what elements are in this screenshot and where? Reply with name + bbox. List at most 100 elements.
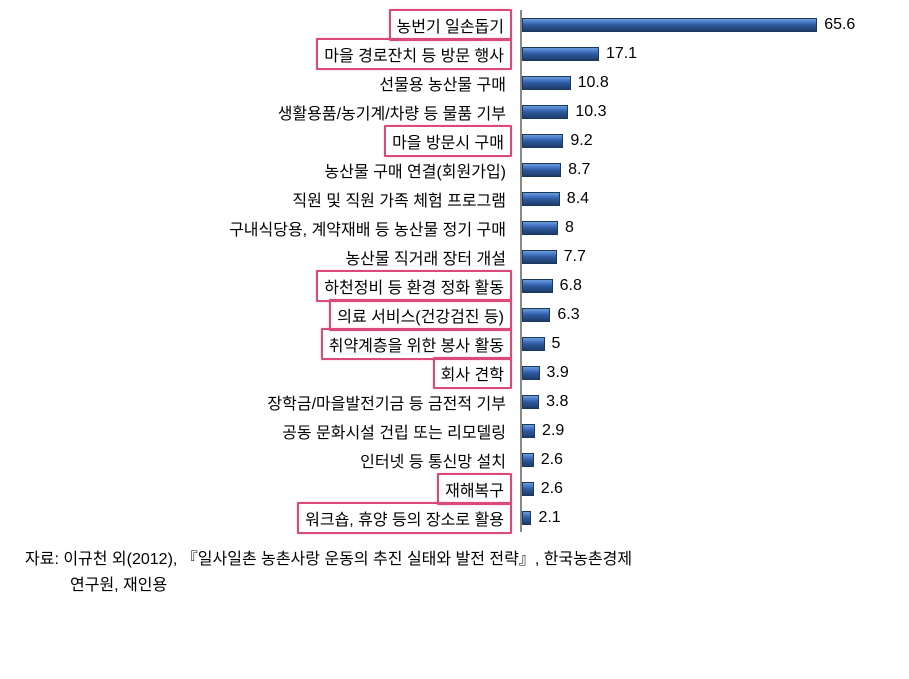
label-area: 직원 및 직원 가족 체험 프로그램: [20, 185, 520, 213]
category-label: 농산물 직거래 장터 개설: [339, 243, 512, 271]
chart-row: 재해복구 2.6: [20, 474, 889, 503]
bar-area: 8.7: [520, 155, 889, 184]
bar: 3.9: [522, 366, 540, 380]
bar: 6.8: [522, 279, 553, 293]
bar-chart: 농번기 일손돕기 65.6 마을 경로잔치 등 방문 행사 17.1 선물용 농산물 구…: [20, 10, 889, 532]
bar-area: 2.1: [520, 503, 889, 532]
bar-value: 10.8: [578, 74, 609, 92]
bar-area: 65.6: [520, 10, 889, 39]
chart-row: 구내식당용, 계약재배 등 농산물 정기 구매 8: [20, 213, 889, 242]
chart-row: 하천정비 등 환경 정화 활동 6.8: [20, 271, 889, 300]
label-area: 인터넷 등 통신망 설치: [20, 446, 520, 474]
bar-value: 65.6: [824, 16, 855, 34]
bar-value: 10.3: [575, 103, 606, 121]
bar-area: 17.1: [520, 39, 889, 68]
bar: 2.9: [522, 424, 535, 438]
category-label: 하천정비 등 환경 정화 활동: [316, 270, 512, 302]
bar: 2.6: [522, 482, 534, 496]
chart-row: 취약계층을 위한 봉사 활동 5: [20, 329, 889, 358]
bar-area: 2.6: [520, 445, 889, 474]
chart-row: 생활용품/농기계/차량 등 물품 기부 10.3: [20, 97, 889, 126]
label-area: 선물용 농산물 구매: [20, 69, 520, 97]
bar-area: 8.4: [520, 184, 889, 213]
bar-value: 6.3: [557, 306, 579, 324]
category-label: 취약계층을 위한 봉사 활동: [321, 328, 512, 360]
bar-area: 9.2: [520, 126, 889, 155]
category-label: 선물용 농산물 구매: [373, 69, 512, 97]
category-label: 재해복구: [437, 473, 512, 505]
label-area: 의료 서비스(건강검진 등): [20, 299, 520, 331]
bar-area: 10.3: [520, 97, 889, 126]
bar: 8: [522, 221, 558, 235]
bar-value: 8.7: [568, 161, 590, 179]
chart-row: 마을 경로잔치 등 방문 행사 17.1: [20, 39, 889, 68]
bar-value: 2.1: [538, 509, 560, 527]
category-label: 인터넷 등 통신망 설치: [354, 446, 512, 474]
category-label: 마을 경로잔치 등 방문 행사: [316, 38, 512, 70]
label-area: 마을 방문시 구매: [20, 125, 520, 157]
bar-area: 5: [520, 329, 889, 358]
chart-row: 선물용 농산물 구매 10.8: [20, 68, 889, 97]
chart-row: 직원 및 직원 가족 체험 프로그램 8.4: [20, 184, 889, 213]
bar: 65.6: [522, 18, 817, 32]
source-line-1: 자료: 이규천 외(2012), 『일사일촌 농촌사랑 운동의 추진 실태와 발…: [25, 547, 889, 573]
category-label: 구내식당용, 계약재배 등 농산물 정기 구매: [223, 214, 512, 242]
bar-value: 2.9: [542, 422, 564, 440]
label-area: 농산물 직거래 장터 개설: [20, 243, 520, 271]
category-label: 생활용품/농기계/차량 등 물품 기부: [272, 98, 512, 126]
chart-row: 워크숍, 휴양 등의 장소로 활용 2.1: [20, 503, 889, 532]
bar: 8.4: [522, 192, 560, 206]
bar-area: 2.6: [520, 474, 889, 503]
label-area: 재해복구: [20, 473, 520, 505]
label-area: 마을 경로잔치 등 방문 행사: [20, 38, 520, 70]
bar: 2.1: [522, 511, 531, 525]
bar: 3.8: [522, 395, 539, 409]
label-area: 하천정비 등 환경 정화 활동: [20, 270, 520, 302]
bar: 9.2: [522, 134, 563, 148]
label-area: 농산물 구매 연결(회원가입): [20, 156, 520, 184]
bar-value: 3.9: [547, 364, 569, 382]
category-label: 마을 방문시 구매: [384, 125, 512, 157]
label-area: 워크숍, 휴양 등의 장소로 활용: [20, 502, 520, 534]
source-citation: 자료: 이규천 외(2012), 『일사일촌 농촌사랑 운동의 추진 실태와 발…: [20, 547, 889, 598]
chart-row: 회사 견학3.9: [20, 358, 889, 387]
bar-value: 2.6: [541, 480, 563, 498]
bar: 8.7: [522, 163, 561, 177]
label-area: 농번기 일손돕기: [20, 9, 520, 41]
category-label: 농번기 일손돕기: [389, 9, 513, 41]
source-line-2: 연구원, 재인용: [25, 573, 889, 599]
bar-value: 6.8: [560, 277, 582, 295]
bar-area: 7.7: [520, 242, 889, 271]
label-area: 장학금/마을발전기금 등 금전적 기부: [20, 388, 520, 416]
bar-value: 17.1: [606, 45, 637, 63]
bar-value: 5: [552, 335, 561, 353]
label-area: 회사 견학: [20, 357, 520, 389]
bar: 17.1: [522, 47, 599, 61]
bar: 10.3: [522, 105, 568, 119]
bar-area: 6.3: [520, 300, 889, 329]
chart-row: 농산물 구매 연결(회원가입) 8.7: [20, 155, 889, 184]
bar-value: 7.7: [564, 248, 586, 266]
chart-row: 인터넷 등 통신망 설치 2.6: [20, 445, 889, 474]
bar-area: 3.8: [520, 387, 889, 416]
label-area: 공동 문화시설 건립 또는 리모델링: [20, 417, 520, 445]
category-label: 직원 및 직원 가족 체험 프로그램: [286, 185, 512, 213]
chart-row: 농산물 직거래 장터 개설 7.7: [20, 242, 889, 271]
bar-value: 2.6: [541, 451, 563, 469]
chart-row: 농번기 일손돕기 65.6: [20, 10, 889, 39]
chart-row: 마을 방문시 구매 9.2: [20, 126, 889, 155]
bar: 10.8: [522, 76, 571, 90]
bar-area: 8: [520, 213, 889, 242]
category-label: 워크숍, 휴양 등의 장소로 활용: [297, 502, 512, 534]
bar: 2.6: [522, 453, 534, 467]
bar-value: 9.2: [570, 132, 592, 150]
bar-value: 8.4: [567, 190, 589, 208]
category-label: 장학금/마을발전기금 등 금전적 기부: [261, 388, 512, 416]
category-label: 농산물 구매 연결(회원가입): [319, 156, 512, 184]
bar-area: 6.8: [520, 271, 889, 300]
bar-area: 2.9: [520, 416, 889, 445]
bar-value: 8: [565, 219, 574, 237]
chart-row: 의료 서비스(건강검진 등) 6.3: [20, 300, 889, 329]
bar: 7.7: [522, 250, 557, 264]
bar: 5: [522, 337, 545, 351]
